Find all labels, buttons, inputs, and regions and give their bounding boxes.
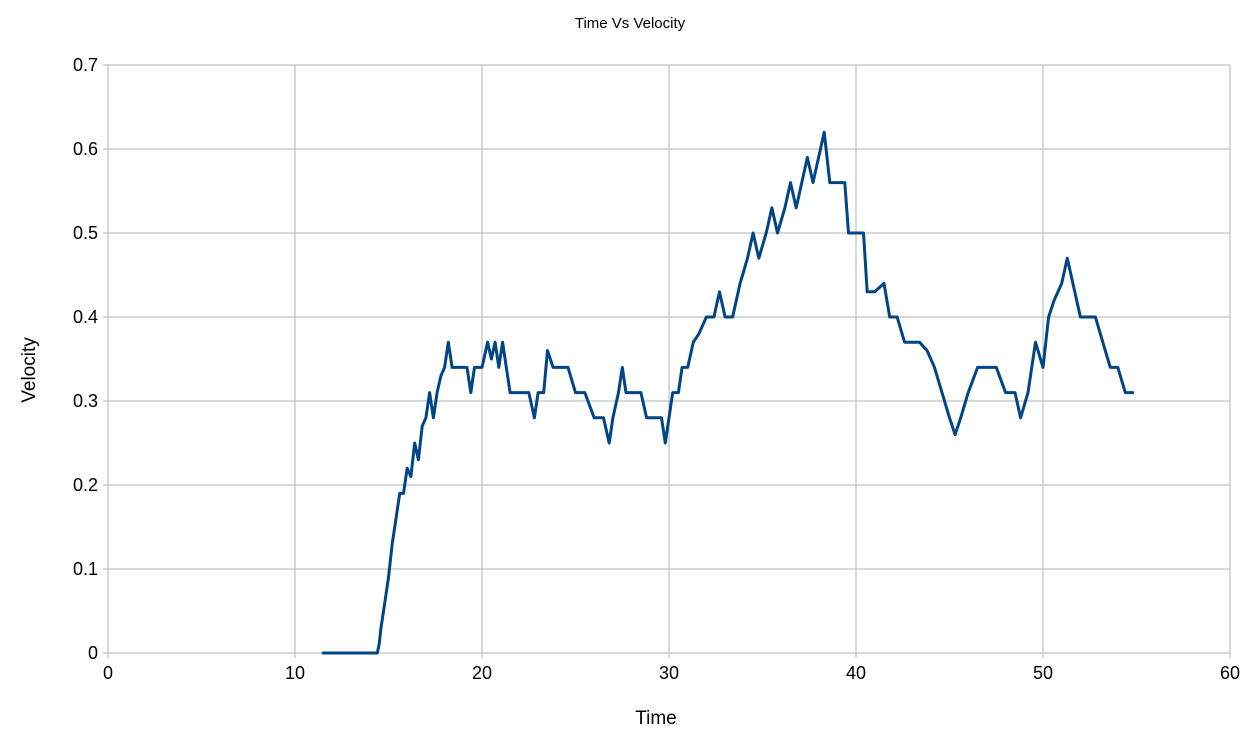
y-tick-label: 0.4 <box>73 307 98 327</box>
grid-layer <box>103 64 1231 658</box>
x-tick-label: 40 <box>846 663 866 683</box>
x-tick-label: 30 <box>659 663 679 683</box>
series-line <box>321 130 1135 655</box>
chart-title: Time Vs Velocity <box>575 15 686 32</box>
x-axis-title: Time <box>635 708 677 729</box>
y-tick-label: 0.7 <box>73 55 98 75</box>
y-tick-labels: 0 0.1 0.2 0.3 0.4 0.5 0.6 0.7 <box>73 55 98 663</box>
x-tick-label: 60 <box>1220 663 1240 683</box>
x-tick-label: 20 <box>472 663 492 683</box>
x-tick-label: 0 <box>103 663 113 683</box>
y-tick-label: 0 <box>88 643 98 663</box>
x-tick-label: 50 <box>1033 663 1053 683</box>
y-tick-label: 0.5 <box>73 223 98 243</box>
y-tick-label: 0.2 <box>73 475 98 495</box>
y-tick-label: 0.6 <box>73 139 98 159</box>
y-tick-label: 0.3 <box>73 391 98 411</box>
x-tick-label: 10 <box>285 663 305 683</box>
y-axis-title: Velocity <box>19 337 40 403</box>
x-tick-labels: 0 10 20 30 40 50 60 <box>103 663 1240 683</box>
y-tick-label: 0.1 <box>73 559 98 579</box>
